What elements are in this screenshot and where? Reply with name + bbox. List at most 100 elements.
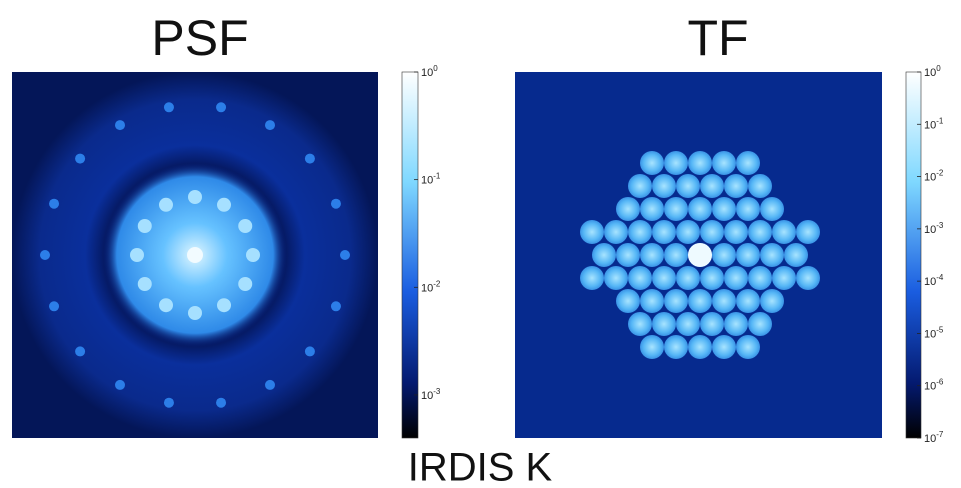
tf-spot <box>628 312 652 336</box>
tf-spot <box>616 197 640 221</box>
psf-speckle <box>163 397 174 408</box>
tick-exponent: -5 <box>936 325 944 334</box>
psf-speckle <box>115 379 125 390</box>
tf-spot <box>712 289 736 313</box>
psf-speckle <box>130 248 144 262</box>
tf-spot <box>784 243 808 267</box>
colorbar <box>905 71 922 439</box>
psf-speckle <box>216 102 227 113</box>
psf-speckle <box>304 346 315 357</box>
tf-spot <box>640 243 664 267</box>
tf-spot <box>628 266 652 290</box>
psf-speckle <box>238 219 253 233</box>
tf-spot <box>736 197 760 221</box>
tf-spot <box>664 197 688 221</box>
tf-spot <box>640 335 664 359</box>
tick-base: 10 <box>924 119 936 131</box>
tf-spot <box>748 174 772 198</box>
psf-speckle <box>137 219 152 233</box>
colorbar-tick-label: 10-2 <box>421 279 441 294</box>
psf-speckle <box>304 153 315 164</box>
tf-spot <box>748 220 772 244</box>
tf-spot <box>688 197 712 221</box>
tick-exponent: -2 <box>936 169 944 178</box>
tf-spot <box>616 289 640 313</box>
tick-base: 10 <box>924 224 936 236</box>
tick-exponent: -7 <box>936 430 944 439</box>
colorbar-tick-label: 10-6 <box>924 378 944 393</box>
tick-base: 10 <box>421 67 433 79</box>
tick-exponent: -6 <box>936 378 944 387</box>
tick-base: 10 <box>924 172 936 184</box>
colorbar-tick-label: 10-2 <box>924 169 944 184</box>
tf-spot <box>628 220 652 244</box>
tf-spot <box>724 266 748 290</box>
tf-spot <box>700 174 724 198</box>
tf-spot <box>640 197 664 221</box>
tf-spot <box>652 312 676 336</box>
tf-spot <box>772 220 796 244</box>
psf-speckle <box>188 190 202 204</box>
psf-speckle <box>217 298 231 313</box>
tick-exponent: -1 <box>433 172 441 181</box>
tf-spot <box>736 289 760 313</box>
psf-speckle <box>159 298 173 313</box>
colorbar-tick-label: 10-1 <box>421 172 441 187</box>
tf-spot <box>592 243 616 267</box>
psf-speckle <box>40 250 50 260</box>
tick-base: 10 <box>924 67 936 79</box>
psf-speckle <box>265 120 275 131</box>
tick-exponent: -1 <box>936 116 944 125</box>
psf-speckle <box>330 198 341 209</box>
tf-spot <box>580 220 604 244</box>
tf-spot <box>664 335 688 359</box>
psf-speckle <box>188 306 202 320</box>
tick-base: 10 <box>924 381 936 393</box>
tf-spot <box>676 220 700 244</box>
tf-spot <box>772 266 796 290</box>
tick-base: 10 <box>421 175 433 187</box>
psf-speckle <box>163 102 174 113</box>
tick-base: 10 <box>924 433 936 445</box>
tf-spot <box>760 289 784 313</box>
tf-spot <box>736 151 760 175</box>
psf-speckle <box>246 248 260 262</box>
tf-spot <box>724 174 748 198</box>
colorbar-tick-label: 10-4 <box>924 273 944 288</box>
tf-spot <box>604 266 628 290</box>
psf-speckle <box>265 379 275 390</box>
tick-exponent: -2 <box>433 279 441 288</box>
tf-spot <box>760 243 784 267</box>
colorbar-tick-label: 10-1 <box>924 116 944 131</box>
tf-spot <box>676 312 700 336</box>
panel-title: TF <box>687 10 748 66</box>
tf-spot <box>712 335 736 359</box>
tf-spot <box>664 243 688 267</box>
tick-base: 10 <box>924 328 936 340</box>
tf-spot <box>628 174 652 198</box>
colorbar-tick-label: 10-5 <box>924 325 944 340</box>
psf-speckle <box>49 301 60 312</box>
tf-spot <box>748 312 772 336</box>
psf-speckle <box>216 397 227 408</box>
tf-spot <box>652 220 676 244</box>
psf-speckle <box>75 346 86 357</box>
tick-exponent: 0 <box>433 64 438 73</box>
tf-spot <box>664 151 688 175</box>
tf-spot <box>724 220 748 244</box>
panel-title: PSF <box>151 10 248 66</box>
tick-base: 10 <box>421 390 433 402</box>
tf-spot <box>700 312 724 336</box>
psf-peak <box>187 247 203 263</box>
psf-speckle <box>330 301 341 312</box>
tf-spot <box>676 266 700 290</box>
tf-spot <box>796 266 820 290</box>
caption: IRDIS K <box>408 446 553 488</box>
tick-exponent: -3 <box>936 221 944 230</box>
psf-speckle <box>238 277 253 291</box>
psf-speckle <box>49 198 60 209</box>
tf-spot <box>604 220 628 244</box>
psf-speckle <box>115 120 125 131</box>
